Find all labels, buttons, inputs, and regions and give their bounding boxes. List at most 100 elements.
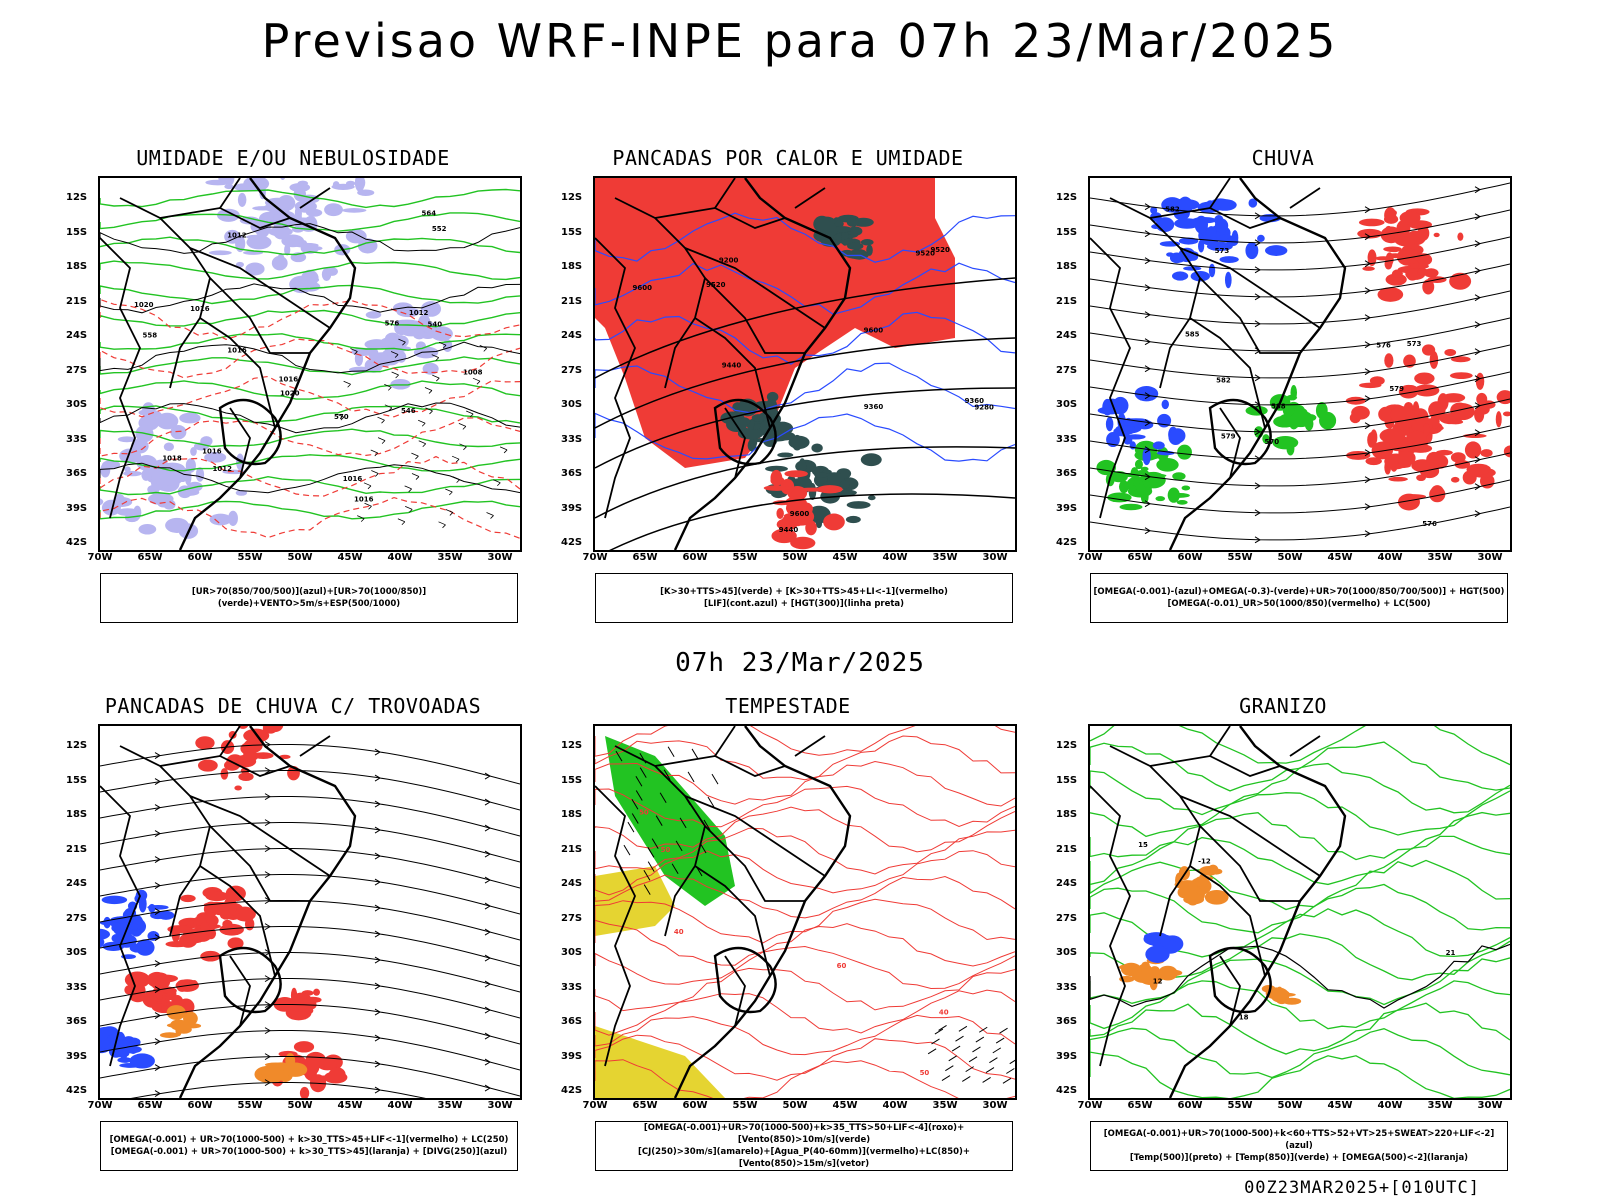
wind-vector	[343, 380, 351, 388]
lat-tick-label: 24S	[561, 878, 583, 889]
streamline	[100, 1004, 520, 1045]
lon-tick-label: 50W	[287, 1100, 313, 1111]
lon-tick-label: 40W	[1377, 1100, 1403, 1111]
panel-granizo: GRANIZO -12 12 15 18 21 12S 15S 18S 21S 24S 27S 30…	[1048, 694, 1518, 1184]
state-border	[219, 726, 241, 757]
contour-label: 1012	[227, 231, 247, 239]
wind-vector	[1006, 1068, 1015, 1074]
panel-title: PANCADAS DE CHUVA C/ TROVOADAS	[104, 694, 482, 718]
wind-vector	[390, 351, 399, 358]
lon-tick-label: 45W	[832, 552, 858, 563]
legend-line-2: [LIF](cont.azul) + [HGT(300)](linha pret…	[703, 599, 905, 609]
lif-contour	[595, 311, 1015, 365]
wind-vector	[962, 1076, 971, 1082]
state-border	[1109, 745, 1201, 937]
pressure-contour	[100, 341, 520, 374]
lat-tick-label: 15S	[561, 226, 583, 238]
flow-arrow	[264, 1079, 271, 1087]
temp500-contour	[1090, 943, 1510, 1009]
lat-tick-label: 27S	[66, 364, 88, 376]
pressure-contour	[100, 462, 520, 494]
streamline	[1090, 344, 1510, 379]
state-border	[595, 785, 636, 1067]
map-tempestade[interactable]: 50 40 60 50 40 50	[593, 724, 1017, 1100]
contour-label: 9520	[916, 249, 936, 257]
blue-divergence-area	[100, 889, 175, 960]
lat-tick-label: 27S	[561, 364, 583, 376]
hgt300-contour	[595, 277, 1015, 379]
map-umidade[interactable]: 1016 1012 1016 1016 1012 1016 1008 1016 1020 1012…	[98, 176, 522, 552]
contour-label: 1016	[227, 347, 247, 355]
streamline	[1090, 290, 1510, 325]
wind-vector	[445, 488, 453, 496]
flow-arrow	[374, 956, 381, 964]
hgt300-contour	[595, 337, 1015, 429]
green-temp850-contour	[1090, 1002, 1510, 1055]
flow-arrow	[484, 1084, 491, 1092]
lat-tick-label: 30S	[561, 399, 583, 410]
wind-vector	[655, 815, 663, 826]
green-temp850-contour	[1090, 883, 1510, 934]
state-border	[159, 207, 291, 229]
wind-vector	[377, 416, 385, 424]
map-pancadas-calor[interactable]: 9600 9520 9600 9600 9520 9440 9360 9440 9520 9280…	[593, 176, 1017, 552]
red-thickness-contour	[100, 417, 520, 457]
flow-arrow	[484, 1032, 491, 1040]
map-pancadas-trovoadas[interactable]	[98, 724, 522, 1100]
streamline	[1090, 209, 1510, 244]
wind-vector	[995, 1037, 1005, 1044]
flow-arrow	[1364, 206, 1371, 214]
streamline	[100, 978, 520, 1019]
contour-label: 9280	[974, 403, 994, 411]
contour-label: 1016	[202, 448, 222, 456]
panel-title: TEMPESTADE	[725, 694, 851, 718]
flow-arrow	[1144, 284, 1151, 292]
wind-vector	[938, 1024, 947, 1031]
flow-arrow	[1144, 311, 1151, 319]
flow-arrow	[1364, 476, 1371, 484]
state-border	[654, 207, 786, 229]
flow-arrow	[154, 986, 161, 993]
streamline	[100, 822, 520, 863]
flow-arrow	[1144, 527, 1151, 535]
state-border	[724, 955, 746, 1027]
flow-arrow	[154, 960, 161, 967]
contour-label: 564	[422, 210, 437, 218]
uruguay-border	[218, 398, 282, 466]
lat-tick-label: 24S	[66, 330, 88, 341]
map-chuva[interactable]: 588 585 582 579 576 573 570 582 579 576 573	[1088, 176, 1512, 552]
state-border	[1179, 795, 1321, 877]
wind-vector	[631, 813, 639, 824]
red-water-contour	[595, 898, 1015, 944]
streamline	[1090, 182, 1510, 217]
flow-arrow	[1144, 257, 1151, 265]
orange-storm-area	[254, 1053, 308, 1083]
wind-vector	[432, 374, 440, 382]
green-humidity-contour	[100, 260, 520, 281]
state-border	[1209, 726, 1231, 757]
contour-label: 9440	[779, 526, 799, 534]
wind-vector	[384, 404, 393, 412]
green-temp850-contour	[1090, 835, 1510, 886]
flow-arrow	[374, 1008, 381, 1016]
lat-tick-label: 18S	[66, 261, 88, 272]
wind-vector	[384, 383, 392, 391]
lat-tick-label: 39S	[1056, 1050, 1078, 1062]
wind-vector	[972, 1046, 981, 1053]
wind-vector	[371, 470, 379, 477]
contour-label: 573	[1407, 340, 1422, 348]
wind-vector	[703, 819, 711, 831]
red-water-contour	[595, 850, 1015, 896]
wind-vector	[377, 437, 386, 444]
map-granizo[interactable]: -12 12 15 18 21	[1088, 724, 1512, 1100]
contour-label: 576	[1422, 520, 1437, 528]
flow-arrow	[1364, 233, 1371, 241]
state-border	[1219, 955, 1241, 1027]
red-water-contour	[595, 726, 1015, 757]
contour-label: 12	[1153, 978, 1163, 986]
state-border	[209, 825, 310, 902]
panel-tempestade: TEMPESTADE 50 40 60 50 40 50 12S 15S 18S 21S 24S 2…	[553, 694, 1023, 1184]
lon-tick-label: 60W	[187, 552, 213, 563]
lon-tick-label: 60W	[1177, 1100, 1203, 1111]
contour-label: 546	[401, 407, 416, 415]
